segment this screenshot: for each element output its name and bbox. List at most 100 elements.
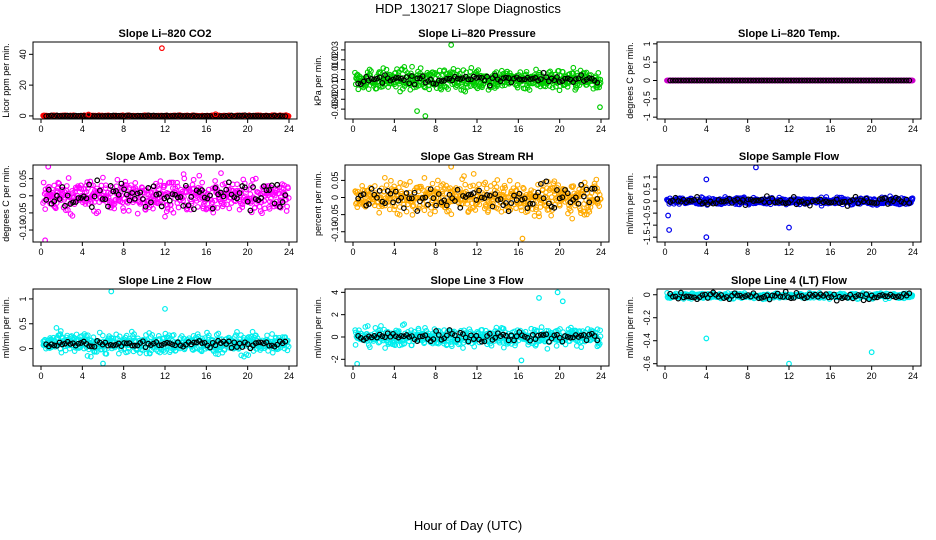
point-black [212,185,219,191]
point-black [798,77,805,84]
point-black [161,112,168,119]
point [285,195,292,201]
point-black [874,200,880,206]
point-black [83,195,90,202]
point [181,175,188,182]
point-black [715,77,722,84]
point-black [96,187,103,194]
point [120,205,126,211]
x-tick-label: 12 [160,124,170,134]
point-black [478,194,485,201]
point-black [782,200,789,207]
outlier-point [422,113,429,119]
point-black [882,77,888,84]
point [283,208,290,214]
point-black [858,77,864,84]
point [427,211,434,217]
point-black [174,194,181,201]
point-black [839,199,846,205]
x-tick-label: 8 [433,124,438,134]
point-black [521,195,528,202]
point-black [747,77,754,84]
point [161,182,168,189]
point-black [532,193,539,200]
point [514,84,521,91]
x-tick-label: 4 [704,247,709,257]
point-black [142,113,149,119]
point-black [279,199,286,205]
point-black [188,193,195,200]
point-black [102,112,109,119]
y-axis-label: kPa per min. [313,55,323,106]
outlier-point [753,165,759,171]
y-tick-label: -0.05 [18,203,28,224]
point [50,192,57,198]
point [209,337,216,343]
point [131,331,137,337]
point-black [86,343,93,349]
point-black [594,196,601,202]
x-tick-label: 8 [121,371,126,381]
point-black [48,112,55,119]
y-tick-label: 1 [642,175,652,180]
point [42,206,49,212]
y-tick-label: 0.5 [642,183,652,196]
point-black [772,77,778,84]
point-black [866,199,872,206]
point [438,86,445,93]
point-black [64,192,71,199]
point [523,71,529,78]
point-black [191,206,197,213]
point-black [252,196,259,202]
x-tick-label: 16 [201,124,211,134]
point-black [126,197,133,204]
point [485,207,492,214]
point [421,175,428,181]
point [100,174,106,181]
point [88,353,94,360]
point [257,191,264,198]
point-black [438,78,445,84]
point-black [766,199,773,206]
point-black [131,195,138,202]
point-black [704,77,711,84]
point-black [755,197,762,204]
point [494,177,501,183]
point-black [54,112,60,119]
point-black [548,203,555,210]
point-black [476,187,482,194]
point [103,350,110,357]
point-black [884,77,891,84]
point-black [252,340,259,347]
point [538,324,545,330]
point [211,204,217,211]
point-black [161,340,168,347]
point-black [279,113,286,119]
x-tick-label: 0 [662,124,667,134]
point [87,178,94,185]
point-black [564,190,571,197]
point [234,329,240,335]
x-tick-label: 8 [121,247,126,257]
point-black [446,191,453,198]
x-tick-label: 0 [662,247,667,257]
point-black [282,192,289,199]
point-black [726,77,733,84]
point [63,183,70,189]
point-black [696,77,703,84]
point [264,332,270,339]
x-tick-label: 0 [350,124,355,134]
point-black [164,112,170,119]
point-black [788,77,794,84]
point-black [726,196,733,202]
point-black [513,197,520,203]
point-black [282,338,289,345]
point [376,209,383,216]
point [198,348,205,355]
point [221,201,227,208]
point [132,180,139,186]
point-black [43,113,50,119]
point-black [99,196,106,202]
point-black [460,193,466,199]
point-black [48,341,55,348]
